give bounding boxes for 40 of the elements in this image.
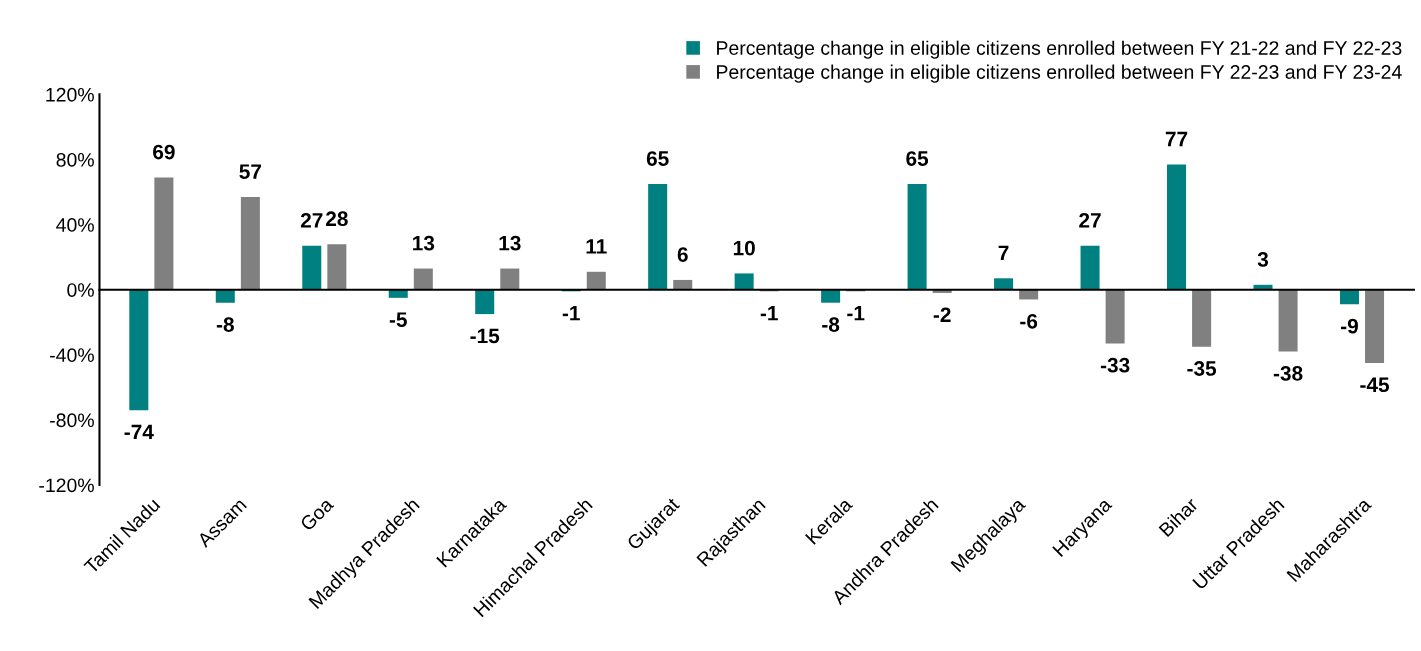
data-label: 27 (300, 212, 323, 228)
data-label: -33 (1100, 357, 1130, 373)
data-label: -5 (389, 312, 407, 328)
y-tick-label: 80% (56, 152, 94, 167)
data-label: 10 (733, 240, 755, 256)
data-label: 13 (499, 235, 521, 251)
data-label: -6 (1020, 313, 1038, 329)
data-label: 11 (586, 239, 607, 254)
data-label: -74 (124, 424, 154, 440)
data-label: 27 (1079, 212, 1101, 228)
data-label: -45 (1360, 377, 1390, 393)
legend-label: Percentage change in eligible citizens enrolled between FY 21-22 and FY 22-23 (717, 40, 1402, 59)
data-label: 28 (325, 211, 348, 227)
data-label: -35 (1187, 361, 1217, 376)
data-label: 65 (906, 151, 929, 166)
y-tick-label: 120% (46, 87, 94, 102)
data-label: -1 (562, 305, 580, 321)
data-label: -2 (933, 307, 951, 322)
legend-label: Percentage change in eligible citizens enrolled between FY 22-23 and FY 23-24 (717, 64, 1402, 83)
x-tick-label: Goa (299, 496, 335, 532)
data-label: 77 (1165, 131, 1188, 147)
y-tick-label: -40% (50, 348, 94, 363)
data-label: 7 (998, 245, 1009, 261)
data-label: 69 (153, 144, 175, 160)
y-tick-label: -120% (39, 478, 94, 493)
y-tick-label: -80% (50, 413, 94, 428)
data-label: 57 (239, 164, 262, 179)
data-label: -8 (216, 317, 234, 332)
data-label: 6 (677, 247, 688, 262)
y-tick-label: 0% (67, 283, 94, 297)
data-label: -1 (847, 305, 865, 321)
data-label: 13 (413, 235, 435, 251)
data-label: -9 (1341, 318, 1358, 334)
data-label: 65 (646, 151, 669, 166)
y-tick-label: 40% (56, 218, 94, 232)
data-label: -38 (1273, 365, 1303, 381)
data-label: -15 (470, 328, 500, 344)
data-label: 3 (1257, 252, 1269, 267)
data-label: -1 (760, 305, 778, 321)
data-label: -8 (822, 317, 840, 332)
